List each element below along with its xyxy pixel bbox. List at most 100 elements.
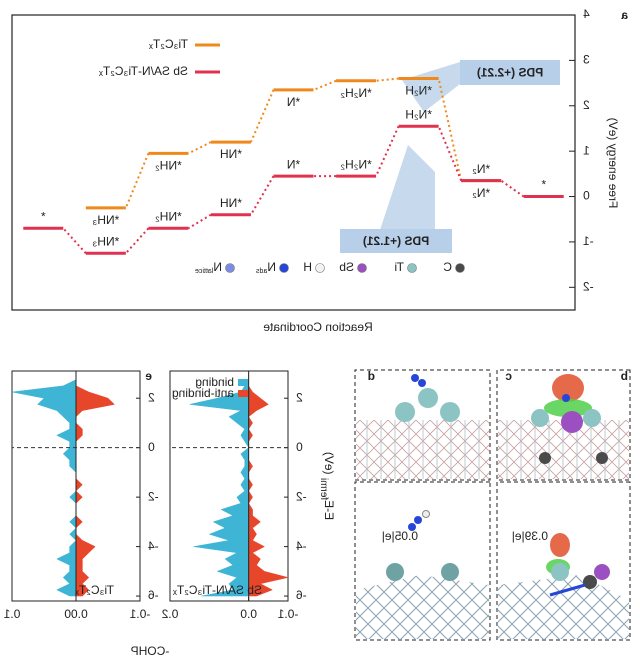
plot-frame	[169, 370, 289, 602]
y-tick-label: 4	[583, 7, 590, 21]
atom	[440, 402, 460, 422]
atom-symbol: N	[213, 260, 222, 274]
y-axis-label: E-Efermi (eV)	[318, 452, 335, 520]
structure-panels	[354, 369, 631, 641]
x-tick-label: 0.0	[240, 607, 257, 621]
structure-box	[354, 481, 491, 641]
step-label: *N₂H	[405, 84, 432, 98]
panel-letter: a	[621, 8, 628, 22]
lattice	[498, 420, 629, 479]
atom-legend-marker	[279, 263, 289, 273]
legend-label: Ti₃C₂Tₓ	[149, 37, 188, 51]
connector	[375, 125, 400, 177]
charge-lobe	[552, 374, 584, 402]
connector	[187, 141, 212, 155]
atom-legend-marker	[225, 263, 235, 273]
annotation: PDS (+1.21)	[363, 234, 429, 248]
y-tick-label: -4	[296, 539, 307, 553]
y-tick-label: 2	[148, 390, 155, 404]
step-label: *NH	[220, 147, 242, 161]
connector	[313, 79, 337, 91]
annotation-box	[460, 60, 560, 85]
pds-wedge	[402, 62, 460, 112]
legend-swatch	[238, 379, 248, 386]
step-label: *N₂H₂	[340, 157, 372, 171]
pds-wedge	[380, 145, 435, 230]
structure-box	[496, 369, 631, 481]
connector	[124, 153, 150, 209]
connector	[250, 89, 275, 143]
connector	[187, 213, 212, 230]
charge-lobe	[544, 399, 592, 417]
atom	[395, 402, 415, 422]
atom	[583, 409, 601, 427]
atom	[551, 563, 569, 581]
y-tick-label: -6	[296, 588, 307, 602]
y-tick-label: -2	[148, 489, 159, 503]
connector	[62, 227, 87, 254]
atom-legend-label: Nlattice	[195, 260, 222, 275]
atom-symbol: C	[443, 260, 452, 274]
atom-legend-marker	[357, 263, 367, 273]
plot-frame	[11, 14, 576, 311]
connector	[375, 77, 399, 82]
step-label: *N₂H	[405, 107, 432, 121]
atom-legend-label: H	[303, 260, 312, 274]
lattice	[356, 575, 489, 639]
atom	[583, 575, 597, 589]
atom	[411, 374, 419, 382]
y-tick-label: 0	[296, 440, 303, 454]
y-axis-label: Free energy (eV)	[606, 118, 620, 209]
atom-symbol: N	[267, 260, 276, 274]
y-tick-label: -2	[296, 489, 307, 503]
y-tick-label: 0	[583, 189, 590, 203]
step-label: *N	[287, 157, 300, 171]
cohp-area	[248, 373, 289, 597]
atom-legend-marker	[455, 263, 465, 273]
y-tick-label: -2	[583, 279, 594, 293]
y-tick-label: -6	[148, 588, 159, 602]
step-label: *NH	[220, 196, 242, 210]
charge-lobe	[550, 533, 570, 557]
atom	[441, 563, 459, 581]
connector	[125, 227, 150, 254]
annotation-box	[340, 229, 452, 253]
panel-letter: c	[505, 369, 512, 383]
atom	[539, 452, 551, 464]
step-label: *	[541, 178, 546, 192]
lattice	[498, 575, 629, 639]
atom-legend-label: C	[443, 260, 452, 274]
x-tick-label: 0.00	[64, 607, 88, 621]
charge-label: 0.05|e|	[382, 529, 418, 543]
charge-label: 0.39|e|	[512, 529, 548, 543]
y-tick-label: 2	[296, 390, 303, 404]
connector	[437, 125, 463, 182]
y-tick-label: 1	[583, 143, 590, 157]
atom	[594, 564, 610, 580]
panel-letter: b	[621, 369, 628, 383]
step-label: *N	[287, 95, 300, 109]
atom-legend-label: Sb	[339, 260, 354, 274]
atom-legend-label: Nads	[256, 260, 276, 275]
atom	[561, 411, 583, 433]
cohp-area	[11, 373, 77, 597]
y-tick-label: 3	[583, 53, 590, 67]
annotation: PDS (+2.21)	[477, 66, 543, 80]
mirrored-figure: -2 -1 0 1 2 3 4 Free energy (eV) Reaction Coordi…	[3, 7, 631, 658]
atom	[414, 516, 422, 524]
atom-symbol: H	[303, 260, 312, 274]
step-label: *N₂	[472, 162, 490, 176]
legend-label: binding	[195, 375, 234, 389]
connector	[250, 175, 275, 216]
y-label-main: E-E	[322, 500, 336, 520]
bond	[549, 583, 586, 597]
x-tick-label: 0.1	[3, 607, 20, 621]
y-tick-label: 0	[148, 440, 155, 454]
connector	[500, 179, 525, 198]
step-label: *N₂H₂	[340, 86, 372, 100]
panel-letter: e	[145, 369, 152, 383]
atom-symbol: Sb	[339, 260, 354, 274]
atom	[596, 452, 608, 464]
